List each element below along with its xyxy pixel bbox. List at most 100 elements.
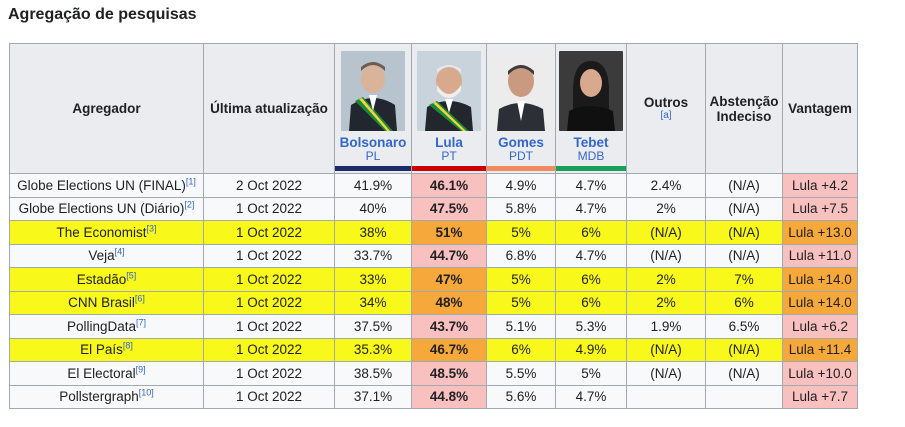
gomes-cell-text: 5.5%: [505, 365, 537, 381]
bolsonaro-cell: 33.7%: [334, 243, 412, 268]
candidate-party[interactable]: PL: [365, 148, 381, 163]
vantagem-cell: Lula +7.7: [782, 384, 858, 409]
lula-cell-text: 44.7%: [429, 248, 469, 264]
vantagem-cell: Lula +11.4: [782, 337, 858, 362]
poll-aggregation-table: Agregador Última atualização Bolsonaro: [9, 43, 858, 409]
candidate-party[interactable]: PT: [441, 148, 457, 163]
bolsonaro-cell-text: 40%: [359, 201, 387, 217]
aggregator-cell: Globe Elections UN (Diário)[2]: [9, 196, 204, 221]
bolsonaro-photo[interactable]: [341, 50, 405, 131]
aggregator-cell-text[interactable]: PollingData: [66, 318, 137, 334]
candidate-name[interactable]: Lula: [435, 134, 463, 150]
party-color-bar: [556, 165, 626, 171]
date-cell: 1 Oct 2022: [203, 384, 335, 409]
aggregator-cell-text[interactable]: Estadão: [76, 271, 127, 287]
col-header-abstencao: Abstenção Indeciso: [705, 43, 783, 174]
reference-link[interactable]: [6]: [134, 293, 145, 304]
date-cell: 1 Oct 2022: [203, 361, 335, 386]
candidate-name[interactable]: Bolsonaro: [339, 134, 407, 150]
aggregator-cell: The Economist[3]: [9, 220, 204, 245]
lula-cell: 46.1%: [411, 173, 487, 198]
reference-link[interactable]: [3]: [146, 223, 157, 234]
lula-cell-text: 43.7%: [429, 318, 469, 334]
lula-cell-text: 47.5%: [429, 201, 469, 217]
tebet-cell-text: 5.3%: [575, 318, 607, 334]
reference-link[interactable]: [1]: [185, 176, 196, 187]
aggregator-cell-text[interactable]: Pollstergraph: [59, 389, 139, 405]
gomes-cell-text: 6.8%: [505, 248, 537, 264]
party-color-bar: [412, 165, 486, 171]
reference-link[interactable]: [7]: [136, 317, 147, 328]
bolsonaro-cell-text: 38%: [359, 224, 387, 240]
gomes-cell: 5.8%: [486, 196, 556, 221]
bolsonaro-cell-text: 37.1%: [353, 389, 393, 405]
aggregator-cell-text[interactable]: Globe Elections UN (FINAL): [17, 177, 186, 193]
section-heading: Agregação de pesquisas: [8, 6, 197, 23]
lula-cell: 43.7%: [411, 314, 487, 339]
reference-link[interactable]: [8]: [122, 340, 133, 351]
date-cell: 1 Oct 2022: [203, 314, 335, 339]
tebet-cell-text: 6%: [581, 295, 601, 311]
vantagem-cell-text: Lula +7.5: [792, 201, 848, 217]
reference-link[interactable]: [5]: [126, 270, 137, 281]
vantagem-cell-text: Lula +13.0: [788, 224, 852, 240]
col-header-ultima-atualizacao: Última atualização: [203, 43, 335, 174]
bolsonaro-cell: 40%: [334, 196, 412, 221]
gomes-cell: 5.6%: [486, 384, 556, 409]
aggregator-cell-text[interactable]: Globe Elections UN (Diário): [18, 201, 185, 217]
aggregator-cell-text[interactable]: Veja: [88, 248, 115, 264]
col-header-agregador: Agregador: [9, 43, 204, 174]
party-color-bar: [335, 165, 411, 171]
aggregator-cell: El Electoral[9]: [9, 361, 204, 386]
vantagem-cell: Lula +13.0: [782, 220, 858, 245]
gomes-cell-text: 5.1%: [505, 318, 537, 334]
bolsonaro-cell-text: 35.3%: [353, 342, 393, 358]
aggregator-cell-text[interactable]: The Economist: [56, 224, 147, 240]
bolsonaro-cell: 38.5%: [334, 361, 412, 386]
outros-cell-text: 1.9%: [650, 318, 682, 334]
aggregator-cell-text[interactable]: El Electoral: [67, 365, 136, 381]
col-header-vantagem: Vantagem: [782, 43, 858, 174]
candidate-name[interactable]: Tebet: [573, 134, 609, 150]
aggregator-cell: PollingData[7]: [9, 314, 204, 339]
candidate-party[interactable]: MDB: [577, 148, 605, 163]
gomes-cell-text: 6%: [511, 342, 531, 358]
abstencao-cell: (N/A): [705, 220, 783, 245]
candidate-party[interactable]: PDT: [509, 148, 533, 163]
reference-link[interactable]: [4]: [114, 246, 125, 257]
date-cell-text: 1 Oct 2022: [235, 342, 303, 358]
lula-photo[interactable]: [417, 50, 481, 131]
outros-cell: 2%: [626, 196, 706, 221]
candidate-name[interactable]: Gomes: [498, 134, 544, 150]
abstencao-cell: (N/A): [705, 361, 783, 386]
gomes-cell-text: 5%: [511, 224, 531, 240]
table-row: El País[8] 1 Oct 2022 35.3% 46.7% 6% 4.9% (N/A…: [9, 337, 858, 362]
tebet-photo[interactable]: [559, 50, 623, 131]
abstencao-cell: 7%: [705, 267, 783, 292]
outros-cell-text: (N/A): [650, 224, 682, 240]
outros-cell-text: 2%: [656, 201, 676, 217]
outros-cell-text: 2.4%: [650, 177, 682, 193]
gomes-cell: 5%: [486, 290, 556, 315]
abstencao-cell: (N/A): [705, 196, 783, 221]
gomes-cell: 6%: [486, 337, 556, 362]
bolsonaro-cell: 34%: [334, 290, 412, 315]
date-cell-text: 1 Oct 2022: [235, 248, 303, 264]
vantagem-cell: Lula +4.2: [782, 173, 858, 198]
reference-link[interactable]: [10]: [138, 387, 154, 398]
lula-cell-text: 47%: [435, 271, 463, 287]
vantagem-cell-text: Lula +6.2: [792, 318, 848, 334]
gomes-photo[interactable]: [489, 50, 553, 131]
table-row: Estadão[5] 1 Oct 2022 33% 47% 5% 6% 2% 7% Lula +…: [9, 267, 858, 292]
note-link[interactable]: [a]: [660, 110, 672, 121]
reference-link[interactable]: [9]: [135, 364, 146, 375]
bolsonaro-cell-text: 37.5%: [353, 318, 393, 334]
abstencao-cell-text: (N/A): [728, 342, 760, 358]
outros-cell: (N/A): [626, 361, 706, 386]
aggregator-cell-text[interactable]: CNN Brasil: [68, 295, 135, 311]
reference-link[interactable]: [2]: [184, 199, 195, 210]
aggregator-cell-text[interactable]: El País: [80, 342, 123, 358]
lula-cell: 48%: [411, 290, 487, 315]
table-row: The Economist[3] 1 Oct 2022 38% 51% 5% 6% (N/A…: [9, 220, 858, 245]
date-cell: 1 Oct 2022: [203, 220, 335, 245]
